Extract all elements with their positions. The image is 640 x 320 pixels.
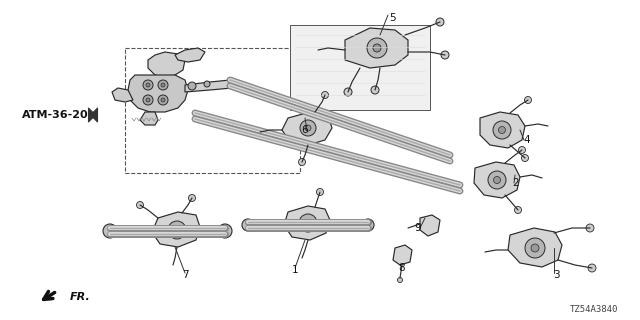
- Circle shape: [397, 277, 403, 283]
- Circle shape: [161, 83, 165, 87]
- Circle shape: [300, 120, 316, 136]
- Polygon shape: [508, 228, 562, 267]
- Circle shape: [173, 227, 180, 234]
- Circle shape: [317, 188, 323, 196]
- Circle shape: [436, 18, 444, 26]
- Polygon shape: [185, 80, 232, 92]
- Text: FR.: FR.: [70, 292, 91, 302]
- Circle shape: [586, 224, 594, 232]
- Circle shape: [188, 82, 196, 90]
- Circle shape: [168, 221, 186, 239]
- Circle shape: [146, 83, 150, 87]
- Circle shape: [373, 44, 381, 52]
- Circle shape: [204, 81, 210, 87]
- Circle shape: [441, 51, 449, 59]
- Text: 5: 5: [388, 13, 396, 23]
- Polygon shape: [345, 28, 408, 68]
- Text: TZ54A3840: TZ54A3840: [570, 306, 618, 315]
- Circle shape: [218, 224, 232, 238]
- Circle shape: [531, 244, 539, 252]
- Circle shape: [146, 98, 150, 102]
- Circle shape: [493, 121, 511, 139]
- Circle shape: [525, 238, 545, 258]
- Polygon shape: [128, 75, 188, 112]
- Circle shape: [136, 202, 143, 209]
- Circle shape: [189, 195, 195, 202]
- Circle shape: [522, 155, 529, 162]
- Polygon shape: [420, 215, 440, 236]
- Circle shape: [143, 80, 153, 90]
- Circle shape: [367, 38, 387, 58]
- Circle shape: [371, 86, 379, 94]
- Text: ATM-36-20: ATM-36-20: [22, 110, 88, 120]
- FancyArrowPatch shape: [88, 108, 97, 122]
- Circle shape: [305, 220, 312, 227]
- Circle shape: [488, 171, 506, 189]
- Circle shape: [499, 126, 506, 133]
- Text: 6: 6: [301, 125, 308, 135]
- Text: 3: 3: [553, 270, 559, 280]
- Circle shape: [525, 97, 531, 103]
- Text: 8: 8: [399, 263, 405, 273]
- Circle shape: [242, 219, 254, 231]
- Circle shape: [321, 92, 328, 99]
- Polygon shape: [140, 112, 158, 125]
- Polygon shape: [393, 245, 412, 265]
- Text: 7: 7: [182, 270, 188, 280]
- Circle shape: [515, 206, 522, 213]
- Polygon shape: [112, 88, 133, 102]
- Circle shape: [158, 80, 168, 90]
- Circle shape: [344, 88, 352, 96]
- Circle shape: [103, 224, 117, 238]
- Circle shape: [299, 214, 317, 232]
- Text: 9: 9: [415, 223, 421, 233]
- Circle shape: [305, 125, 311, 131]
- Circle shape: [588, 264, 596, 272]
- Polygon shape: [282, 112, 332, 145]
- Bar: [125, 48, 300, 173]
- Circle shape: [298, 158, 305, 165]
- Text: 4: 4: [524, 135, 531, 145]
- Polygon shape: [480, 112, 525, 148]
- Circle shape: [518, 147, 525, 154]
- Polygon shape: [152, 212, 200, 247]
- Polygon shape: [474, 162, 520, 198]
- Polygon shape: [284, 206, 330, 240]
- Circle shape: [143, 95, 153, 105]
- Text: 1: 1: [292, 265, 298, 275]
- Polygon shape: [175, 48, 205, 62]
- Circle shape: [362, 219, 374, 231]
- Polygon shape: [148, 52, 185, 77]
- Circle shape: [161, 98, 165, 102]
- Circle shape: [158, 95, 168, 105]
- Text: 2: 2: [513, 178, 519, 188]
- Polygon shape: [290, 25, 430, 110]
- Circle shape: [493, 177, 500, 183]
